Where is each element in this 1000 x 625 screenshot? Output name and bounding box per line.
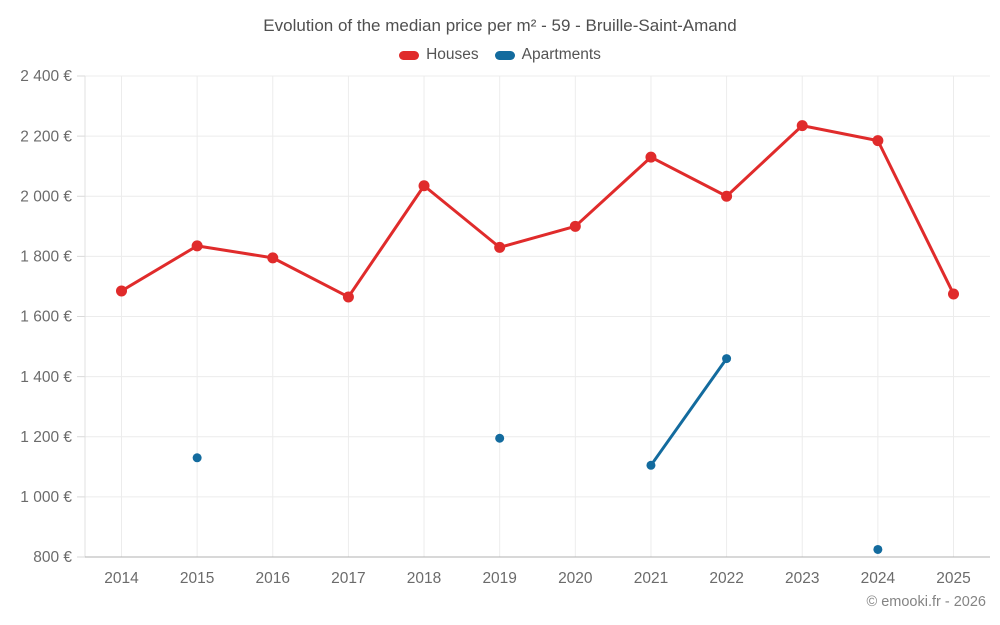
houses-point-2018[interactable]: [418, 180, 430, 192]
houses-line-segment: [120, 244, 199, 293]
houses-point-2015[interactable]: [191, 240, 203, 252]
x-tick-label: 2018: [407, 570, 441, 587]
y-tick-label: 1 400 €: [20, 369, 72, 386]
houses-line-segment: [876, 139, 955, 296]
x-axis-labels: 2014 2015 2016 2017 2018 2019 2020 2021 2022 2023…: [104, 570, 970, 587]
houses-point-2017[interactable]: [342, 291, 354, 303]
houses-line-segment: [498, 224, 577, 249]
apartments-legend-swatch: [494, 50, 515, 60]
houses-line-segment: [346, 184, 426, 299]
y-tick-label: 1 000 €: [20, 489, 72, 506]
y-tick-label: 800 €: [33, 549, 72, 566]
apartments-legend-label: Apartments: [521, 46, 601, 63]
houses-point-2024[interactable]: [872, 135, 884, 147]
houses-legend-swatch: [399, 50, 420, 60]
houses-line-segment: [800, 124, 880, 143]
apartments-point-2019[interactable]: [495, 433, 505, 443]
x-tick-label: 2025: [936, 570, 970, 587]
houses-line-segment: [573, 155, 653, 228]
y-axis-labels: 800 € 1 000 € 1 200 € 1 400 € 1 600 € 1 800 €…: [20, 68, 72, 566]
x-tick-label: 2016: [256, 570, 290, 587]
houses-point-2021[interactable]: [645, 151, 657, 163]
y-tick-label: 1 800 €: [20, 249, 72, 266]
x-tick-label: 2020: [558, 570, 593, 587]
houses-series: [116, 120, 959, 303]
chart-legend: Houses Apartments: [0, 46, 1000, 64]
y-tick-label: 2 000 €: [20, 188, 72, 205]
x-tick-label: 2019: [482, 570, 516, 587]
chart-title: Evolution of the median price per m² - 5…: [263, 16, 737, 35]
houses-line-segment: [195, 244, 275, 260]
legend-item-apartments[interactable]: Apartments: [494, 46, 601, 64]
apartments-point-2024[interactable]: [873, 544, 883, 554]
houses-line-segment: [649, 155, 729, 198]
houses-line-segment: [725, 124, 804, 198]
houses-line-segment: [422, 184, 502, 249]
houses-point-2014[interactable]: [116, 285, 127, 297]
houses-point-2020[interactable]: [569, 220, 581, 232]
horizontal-gridlines: [85, 75, 990, 558]
x-tick-label: 2023: [785, 570, 819, 587]
houses-point-2019[interactable]: [494, 241, 506, 253]
houses-point-2022[interactable]: [721, 190, 733, 202]
apartments-point-2015[interactable]: [192, 453, 202, 463]
x-tick-label: 2017: [331, 570, 365, 587]
y-tick-label: 1 600 €: [20, 309, 72, 326]
legend-item-houses[interactable]: Houses: [399, 46, 479, 64]
copyright-text: © emooki.fr - 2026: [866, 594, 986, 610]
x-tick-label: 2024: [861, 570, 896, 587]
apartments-point-2022[interactable]: [722, 354, 732, 364]
y-tick-label: 1 200 €: [20, 429, 72, 446]
y-tick-label: 2 400 €: [20, 68, 72, 85]
x-tick-label: 2015: [180, 570, 214, 587]
houses-point-2023[interactable]: [796, 120, 808, 132]
x-tick-label: 2014: [104, 570, 139, 587]
x-tick-label: 2022: [709, 570, 743, 587]
x-tick-label: 2021: [634, 570, 668, 587]
houses-line-segment: [271, 256, 350, 299]
houses-legend-label: Houses: [426, 46, 479, 63]
houses-point-2025[interactable]: [948, 288, 959, 300]
y-axis-ticks: [77, 75, 85, 558]
apartments-line-segment: [649, 357, 729, 467]
y-tick-label: 2 200 €: [20, 128, 72, 145]
houses-point-2016[interactable]: [267, 252, 279, 264]
apartments-point-2021[interactable]: [646, 460, 656, 470]
apartments-series: [192, 354, 883, 554]
